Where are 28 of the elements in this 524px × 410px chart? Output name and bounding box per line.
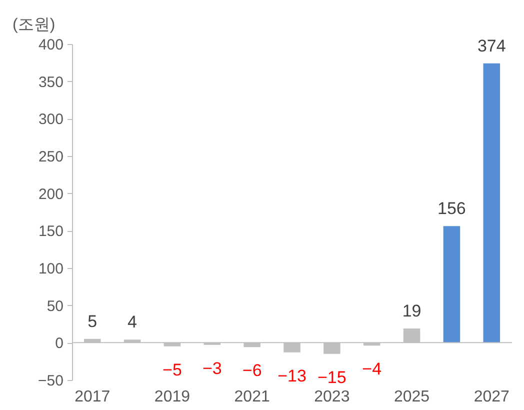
y-tick-label: 200: [38, 186, 64, 203]
y-tick-label: −50: [38, 372, 64, 390]
data-label: −3: [202, 358, 222, 378]
x-tick-label: 2023: [314, 388, 350, 406]
data-label: 374: [477, 36, 506, 56]
x-tick-label: 2027: [474, 388, 510, 406]
data-label: 4: [128, 312, 138, 332]
data-label: −15: [318, 368, 346, 387]
y-tick-label: 400: [38, 36, 64, 54]
x-tick-label: 2019: [154, 388, 190, 406]
y-tick-label: 350: [38, 74, 64, 91]
y-axis-title: (조원): [12, 16, 56, 34]
data-label: 156: [438, 199, 466, 218]
y-tick-label: 50: [46, 298, 64, 315]
data-label: 5: [88, 312, 98, 331]
x-tick-label: 2017: [74, 388, 110, 406]
x-tick-label: 2021: [234, 388, 270, 406]
y-tick-label: 150: [38, 223, 64, 240]
y-tick-label: 300: [38, 111, 64, 128]
data-label: −6: [242, 361, 262, 380]
y-tick-label: 100: [38, 260, 64, 278]
y-tick-label: 250: [38, 148, 64, 166]
y-tick-label: 0: [55, 335, 64, 352]
data-label: 19: [402, 301, 422, 320]
data-label: −4: [362, 360, 382, 379]
x-tick-label: 2025: [394, 388, 430, 406]
data-label: −13: [278, 366, 306, 386]
data-label: −5: [162, 360, 182, 380]
